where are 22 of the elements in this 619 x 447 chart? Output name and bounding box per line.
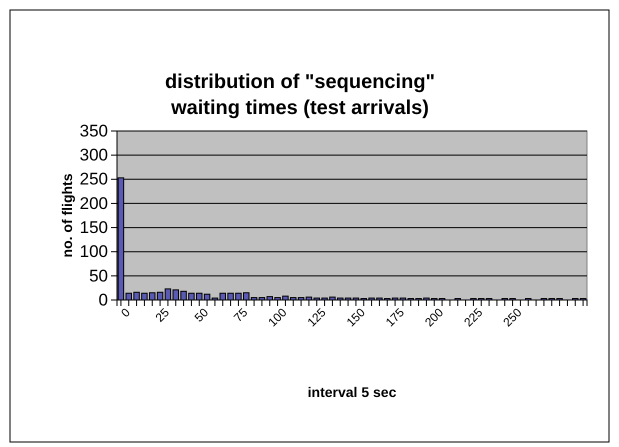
y-tick-label: 250 [80,170,108,189]
y-tick-label: 150 [80,218,108,238]
x-tick-label: 25 [152,305,172,325]
x-axis-title: interval 5 sec [308,384,397,400]
y-tick-label: 350 [80,121,108,140]
y-tick-label: 200 [80,194,108,213]
x-tick-label: 225 [461,305,486,330]
x-tick-label: 100 [265,305,290,330]
y-tick-label: 100 [80,242,108,262]
y-tick-label: 300 [80,146,108,165]
y-tick-label: 50 [89,266,108,286]
x-tick-label: 125 [304,305,329,330]
x-tick-label: 50 [192,305,212,325]
x-tick-label: 150 [344,305,368,330]
y-tick-label: 0 [98,290,108,310]
y-axis-title: no. of flights [59,173,75,258]
x-tick-label: 75 [230,305,251,325]
x-tick-label: 0 [118,305,134,320]
x-tick-label: 200 [422,305,446,330]
x-tick-label: 250 [500,305,525,330]
chart-title: distribution of "sequencing" waiting times (test arrivals) [164,71,436,119]
x-tick-label: 175 [382,305,408,330]
